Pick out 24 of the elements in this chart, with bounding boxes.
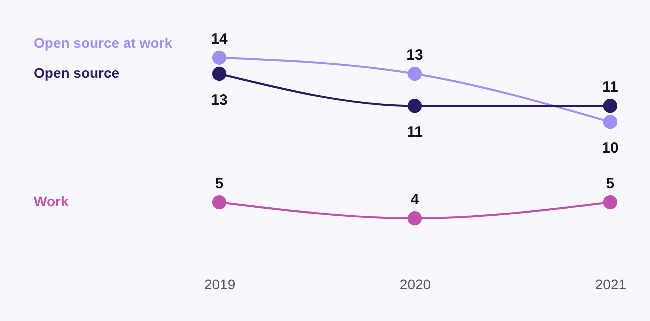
x-tick-label: 2020 [400, 276, 432, 292]
point [212, 50, 227, 65]
point [603, 115, 618, 130]
data-label: 10 [602, 140, 619, 158]
data-label: 11 [602, 79, 618, 96]
data-label: 5 [215, 176, 224, 193]
text: Open source at work [34, 34, 173, 51]
text: Work [34, 194, 69, 210]
x-tick-label: 2021 [595, 276, 627, 292]
point [408, 66, 422, 82]
point [603, 99, 618, 114]
point [603, 195, 618, 210]
data-label: 5 [606, 176, 615, 193]
point [212, 66, 227, 82]
data-label: 14 [211, 30, 229, 48]
point [408, 99, 422, 114]
point [212, 195, 227, 210]
data-label: 13 [406, 46, 424, 64]
point [408, 212, 422, 226]
x-tick-label: 2019 [204, 276, 236, 292]
text: Open source [34, 64, 120, 81]
data-label: 13 [211, 92, 228, 109]
data-label: 11 [407, 124, 423, 142]
data-label: 4 [410, 192, 420, 209]
